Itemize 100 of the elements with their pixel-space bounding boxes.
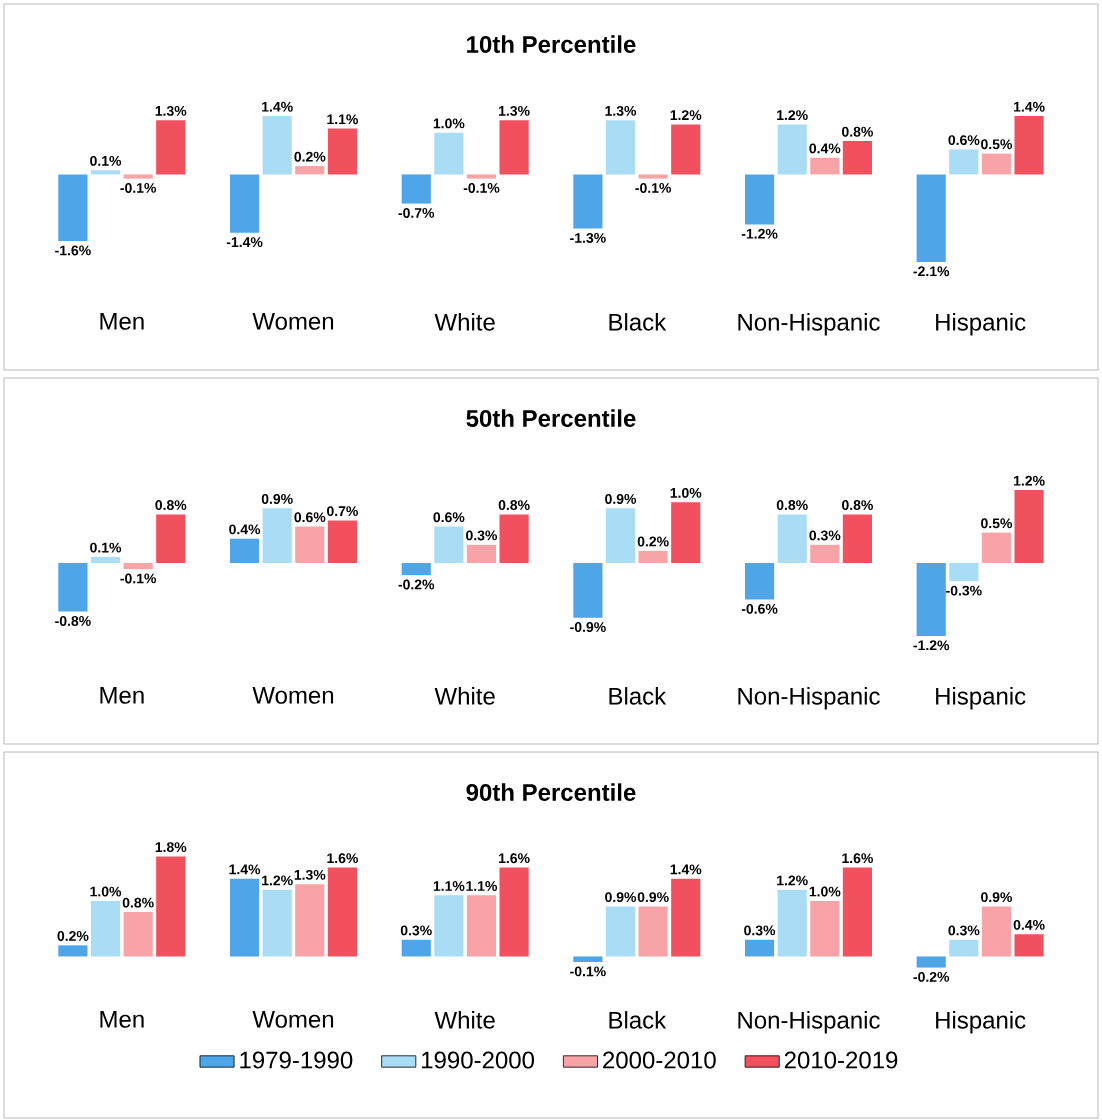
data-label: -0.7% [398, 208, 435, 218]
x-tick-label: White [434, 687, 495, 705]
legend-label: 2010-2019 [784, 1051, 898, 1069]
data-label: 1.3% [155, 105, 187, 116]
data-label: 1.4% [262, 101, 293, 112]
bar [90, 900, 121, 957]
bar [156, 514, 186, 564]
x-tick-label: White [434, 1011, 495, 1029]
bar [262, 889, 292, 957]
legend-label: 1979-1990 [240, 1051, 353, 1069]
data-label: -0.3% [946, 585, 982, 596]
bar [842, 867, 873, 957]
data-label: -0.1% [120, 573, 157, 584]
bar [123, 563, 153, 570]
data-label: -1.4% [226, 237, 263, 247]
data-label: 1.4% [229, 864, 261, 875]
data-label: 0.9% [981, 892, 1013, 903]
bar [434, 895, 464, 957]
bar [573, 174, 603, 229]
bar [638, 174, 668, 179]
data-label: -0.1% [463, 183, 500, 193]
data-label: -0.9% [570, 622, 606, 632]
bar [981, 153, 1012, 175]
data-label: 0.8% [122, 897, 154, 908]
data-label: -1.2% [913, 640, 950, 651]
bar [401, 563, 431, 576]
bar [466, 895, 497, 957]
bar [638, 550, 668, 564]
bar [573, 956, 603, 963]
data-label: 0.3% [400, 925, 432, 936]
bar [777, 124, 807, 175]
bar [1014, 116, 1044, 175]
bar [573, 563, 603, 618]
data-label: -0.2% [398, 579, 435, 590]
bar [229, 878, 260, 957]
bar [229, 174, 260, 233]
chart-title: 10th Percentile [467, 35, 636, 53]
bar [842, 514, 873, 564]
bar [810, 157, 840, 175]
bar [605, 508, 636, 564]
bar [671, 124, 701, 175]
data-label: 0.2% [294, 151, 326, 162]
bar [916, 956, 946, 968]
bar [401, 939, 431, 957]
x-tick-label: Black [609, 313, 667, 331]
x-tick-label: Men [100, 313, 144, 330]
x-tick-label: Black [609, 687, 667, 705]
bar [981, 532, 1012, 564]
data-label: 0.8% [842, 500, 873, 510]
bar [605, 120, 636, 175]
data-label: 1.3% [294, 869, 326, 880]
bar [262, 508, 292, 564]
x-tick-label: White [434, 313, 495, 331]
data-label: 1.3% [605, 105, 637, 116]
data-label: 0.1% [90, 155, 122, 166]
data-label: -0.6% [741, 603, 778, 614]
data-label: 0.3% [466, 530, 498, 541]
bar [295, 884, 325, 957]
x-tick-label: Women [252, 687, 334, 704]
data-label: 1.0% [90, 886, 122, 897]
bar [949, 149, 979, 175]
bar [327, 867, 358, 957]
data-label: 0.3% [948, 925, 980, 936]
data-label: 0.4% [1013, 919, 1045, 930]
x-tick-label: Women [252, 313, 334, 330]
bar [777, 514, 807, 564]
x-tick-label: Non-Hispanic [738, 687, 880, 710]
x-tick-label: Non-Hispanic [738, 1011, 880, 1034]
data-label: 0.7% [327, 506, 358, 517]
data-label: 0.8% [842, 126, 873, 137]
bar [295, 166, 325, 175]
data-label: 0.2% [637, 536, 669, 547]
bar [499, 120, 529, 175]
bar [499, 514, 529, 564]
bar [58, 945, 88, 957]
x-tick-label: Hispanic [936, 687, 1026, 710]
data-label: -1.2% [741, 228, 778, 239]
bar [1014, 490, 1044, 564]
bar [744, 563, 775, 600]
data-label: 0.8% [776, 500, 808, 510]
bar [842, 141, 873, 175]
bar [671, 502, 701, 564]
data-label: 0.6% [294, 512, 326, 523]
data-label: 1.1% [466, 881, 498, 891]
bar [327, 520, 358, 564]
data-label: -0.2% [913, 971, 950, 982]
data-label: 1.6% [499, 853, 530, 864]
bar [156, 856, 186, 957]
data-label: -0.8% [55, 616, 91, 626]
bar [401, 174, 431, 204]
data-label: 0.4% [229, 524, 261, 535]
bar [90, 556, 121, 564]
data-label: 0.6% [433, 512, 465, 523]
data-label: 1.6% [842, 853, 873, 864]
bar [123, 174, 153, 179]
x-tick-label: Men [100, 1011, 144, 1028]
bar [949, 939, 979, 957]
data-label: 0.8% [498, 500, 530, 510]
data-label: -1.3% [570, 233, 606, 243]
data-label: 1.6% [327, 853, 358, 864]
